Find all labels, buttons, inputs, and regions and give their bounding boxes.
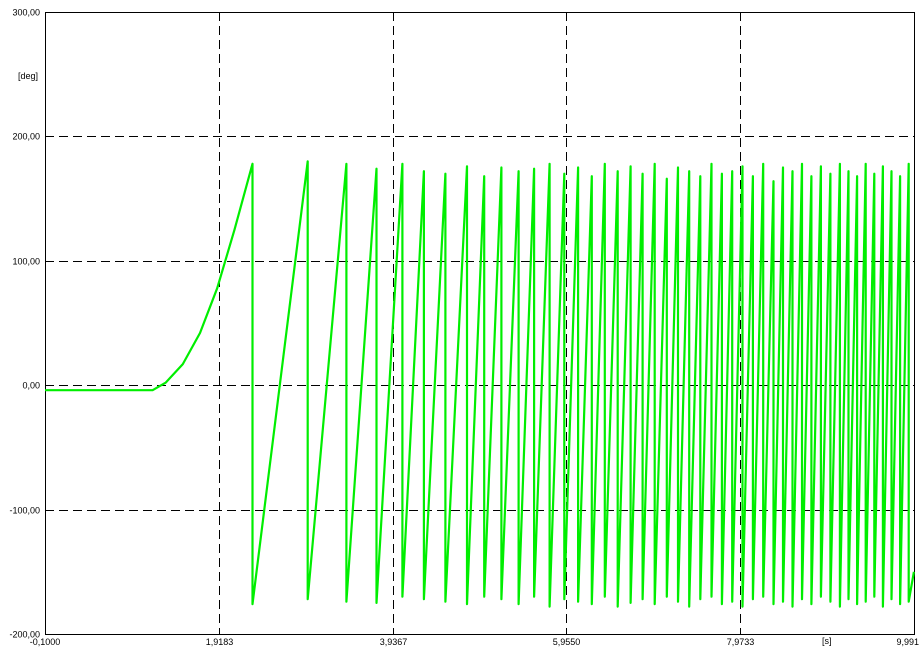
series-line <box>45 160 915 608</box>
x-tick-label: 3,9367 <box>380 637 408 647</box>
y-tick-label: -100,00 <box>9 506 40 516</box>
y-axis-ticks: 300,00 200,00 100,00 0,00 -100,00 -200,00 <box>9 8 40 640</box>
x-tick-label: 9,991 <box>896 637 919 647</box>
y-tick-label: 200,00 <box>12 132 40 142</box>
x-tick-label: 5,9550 <box>553 637 581 647</box>
x-axis-ticks: -0,1000 1,9183 3,9367 5,9550 7,9733 9,991 <box>30 637 919 647</box>
y-tick-label: 300,00 <box>12 8 40 18</box>
y-axis-label: [deg] <box>18 71 38 81</box>
series-group <box>45 160 915 608</box>
x-axis-label: [s] <box>822 636 832 646</box>
x-tick-label: -0,1000 <box>30 637 61 647</box>
y-tick-label: -200,00 <box>9 630 40 640</box>
x-tick-label: 7,9733 <box>727 637 755 647</box>
y-tick-label: 0,00 <box>22 381 40 391</box>
y-tick-label: 100,00 <box>12 257 40 267</box>
x-tick-label: 1,9183 <box>206 637 234 647</box>
